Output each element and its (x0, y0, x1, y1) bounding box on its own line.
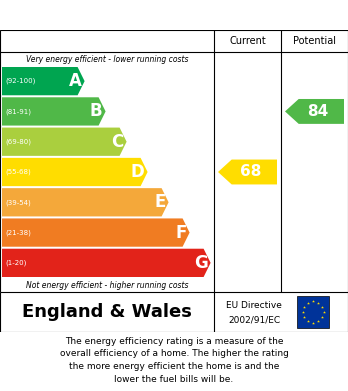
Bar (297, 296, 329, 328)
Text: Very energy efficient - lower running costs: Very energy efficient - lower running co… (26, 54, 188, 63)
Text: C: C (111, 133, 124, 151)
Text: 84: 84 (307, 104, 328, 119)
Polygon shape (2, 158, 148, 186)
Text: 68: 68 (240, 165, 261, 179)
Text: The energy efficiency rating is a measure of the
overall efficiency of a home. T: The energy efficiency rating is a measur… (60, 337, 288, 384)
Text: G: G (194, 254, 208, 272)
Polygon shape (218, 160, 277, 185)
Polygon shape (2, 127, 127, 156)
Text: EU Directive: EU Directive (226, 301, 282, 310)
Polygon shape (2, 97, 105, 126)
Text: (92-100): (92-100) (5, 78, 35, 84)
Polygon shape (285, 99, 344, 124)
Text: England & Wales: England & Wales (22, 303, 192, 321)
Text: E: E (154, 193, 166, 211)
Text: 2002/91/EC: 2002/91/EC (228, 316, 280, 325)
Text: D: D (131, 163, 145, 181)
Text: (21-38): (21-38) (5, 229, 31, 236)
Polygon shape (2, 219, 190, 247)
Text: (69-80): (69-80) (5, 138, 31, 145)
Text: Not energy efficient - higher running costs: Not energy efficient - higher running co… (26, 280, 188, 289)
Text: Current: Current (229, 36, 266, 46)
Text: Energy Efficiency Rating: Energy Efficiency Rating (69, 7, 279, 23)
Text: A: A (69, 72, 81, 90)
Text: F: F (175, 224, 187, 242)
Text: (39-54): (39-54) (5, 199, 31, 206)
Text: (55-68): (55-68) (5, 169, 31, 175)
Polygon shape (2, 188, 168, 217)
Text: (1-20): (1-20) (5, 260, 26, 266)
Text: (81-91): (81-91) (5, 108, 31, 115)
Text: Potential: Potential (293, 36, 336, 46)
Text: B: B (90, 102, 103, 120)
Polygon shape (2, 67, 85, 95)
Polygon shape (2, 249, 211, 277)
